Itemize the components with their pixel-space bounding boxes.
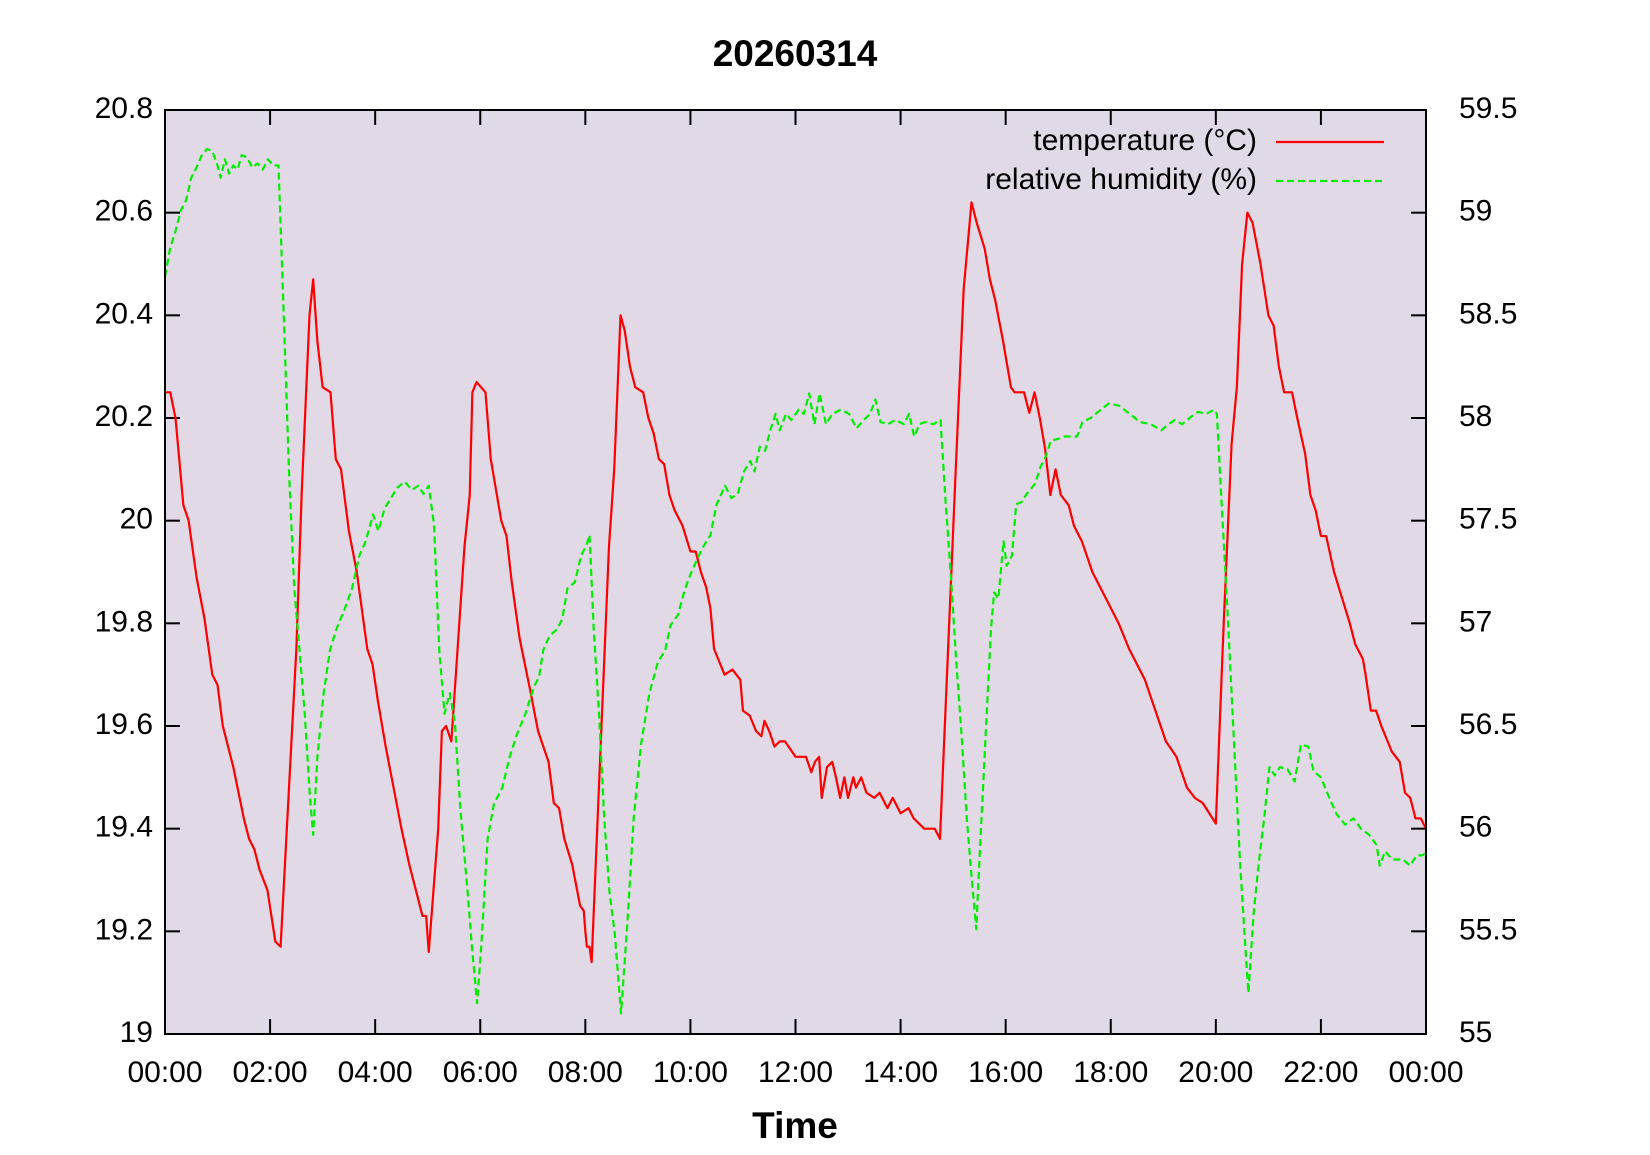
y-tick-label: 20	[120, 503, 153, 536]
chart-title: 20260314	[713, 33, 878, 74]
legend-label: temperature (°C)	[1033, 124, 1257, 157]
y2-tick-label: 59.5	[1459, 92, 1517, 125]
y-tick-label: 19.4	[95, 811, 153, 844]
x-tick-label: 10:00	[653, 1056, 728, 1089]
x-axis-label: Time	[752, 1105, 838, 1146]
y-tick-label: 19	[120, 1016, 153, 1049]
y2-tick-label: 58.5	[1459, 297, 1517, 330]
x-tick-label: 18:00	[1073, 1056, 1148, 1089]
y-tick-label: 19.8	[95, 605, 153, 638]
y-tick-label: 20.4	[95, 297, 153, 330]
y2-tick-label: 58	[1459, 400, 1492, 433]
x-tick-label: 20:00	[1178, 1056, 1253, 1089]
x-tick-label: 06:00	[443, 1056, 518, 1089]
x-tick-label: 02:00	[233, 1056, 308, 1089]
plot-border	[164, 109, 1427, 1035]
y2-tick-label: 59	[1459, 195, 1492, 228]
y2-tick-label: 55.5	[1459, 913, 1517, 946]
series-line	[163, 147, 1427, 1015]
y-tick-label: 19.2	[95, 913, 153, 946]
y2-tick-label: 56	[1459, 811, 1492, 844]
y-tick-label: 20.6	[95, 195, 153, 228]
x-tick-label: 04:00	[338, 1056, 413, 1089]
x-tick-label: 12:00	[758, 1056, 833, 1089]
x-tick-label: 00:00	[127, 1056, 202, 1089]
y2-tick-label: 57.5	[1459, 503, 1517, 536]
y2-tick-label: 55	[1459, 1016, 1492, 1049]
x-tick-label: 16:00	[968, 1056, 1043, 1089]
x-tick-label: 22:00	[1283, 1056, 1358, 1089]
x-tick-label: 08:00	[548, 1056, 623, 1089]
plot-background	[165, 110, 1426, 1034]
x-tick-label: 00:00	[1388, 1056, 1463, 1089]
y-tick-label: 19.6	[95, 708, 153, 741]
legend-label: relative humidity (%)	[985, 163, 1257, 196]
series-line	[165, 201, 1427, 964]
y-tick-label: 20.8	[95, 92, 153, 125]
y2-tick-label: 57	[1459, 605, 1492, 638]
y2-tick-label: 56.5	[1459, 708, 1517, 741]
y-tick-label: 20.2	[95, 400, 153, 433]
x-tick-label: 14:00	[863, 1056, 938, 1089]
